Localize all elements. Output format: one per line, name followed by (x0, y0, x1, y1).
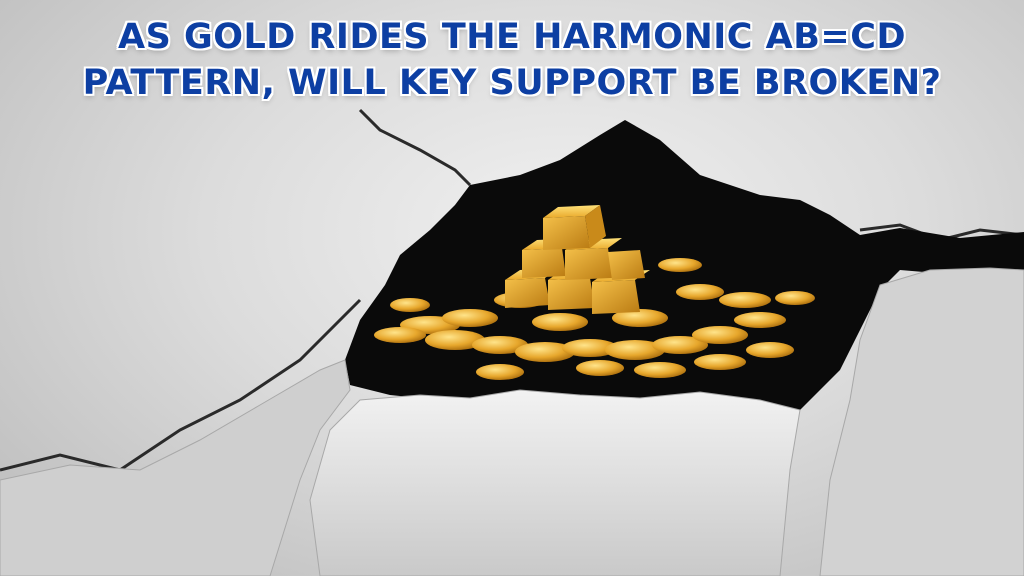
paper-flap-bottom (309, 389, 801, 576)
gold-bars-stack (505, 205, 650, 314)
paper-crack-top (358, 108, 472, 187)
gold-coins-pile (374, 258, 815, 380)
headline: AS GOLD RIDES THE HARMONIC AB=CD PATTERN… (0, 14, 1024, 106)
paper-flap-left (0, 359, 351, 576)
headline-line-1: AS GOLD RIDES THE HARMONIC AB=CD (117, 17, 907, 57)
headline-line-2: PATTERN, WILL KEY SUPPORT BE BROKEN? (82, 63, 942, 103)
paper-crack-left (0, 298, 362, 472)
paper-flap-right (819, 267, 1024, 576)
